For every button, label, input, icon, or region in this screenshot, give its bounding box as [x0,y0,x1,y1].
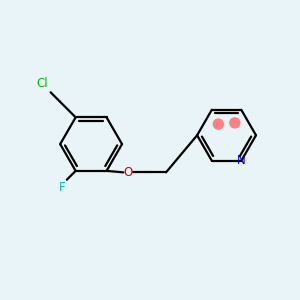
Text: Cl: Cl [37,77,48,90]
Circle shape [213,119,223,129]
Text: F: F [59,181,65,194]
Circle shape [230,118,240,128]
Text: O: O [123,166,132,179]
Text: N: N [237,154,246,167]
